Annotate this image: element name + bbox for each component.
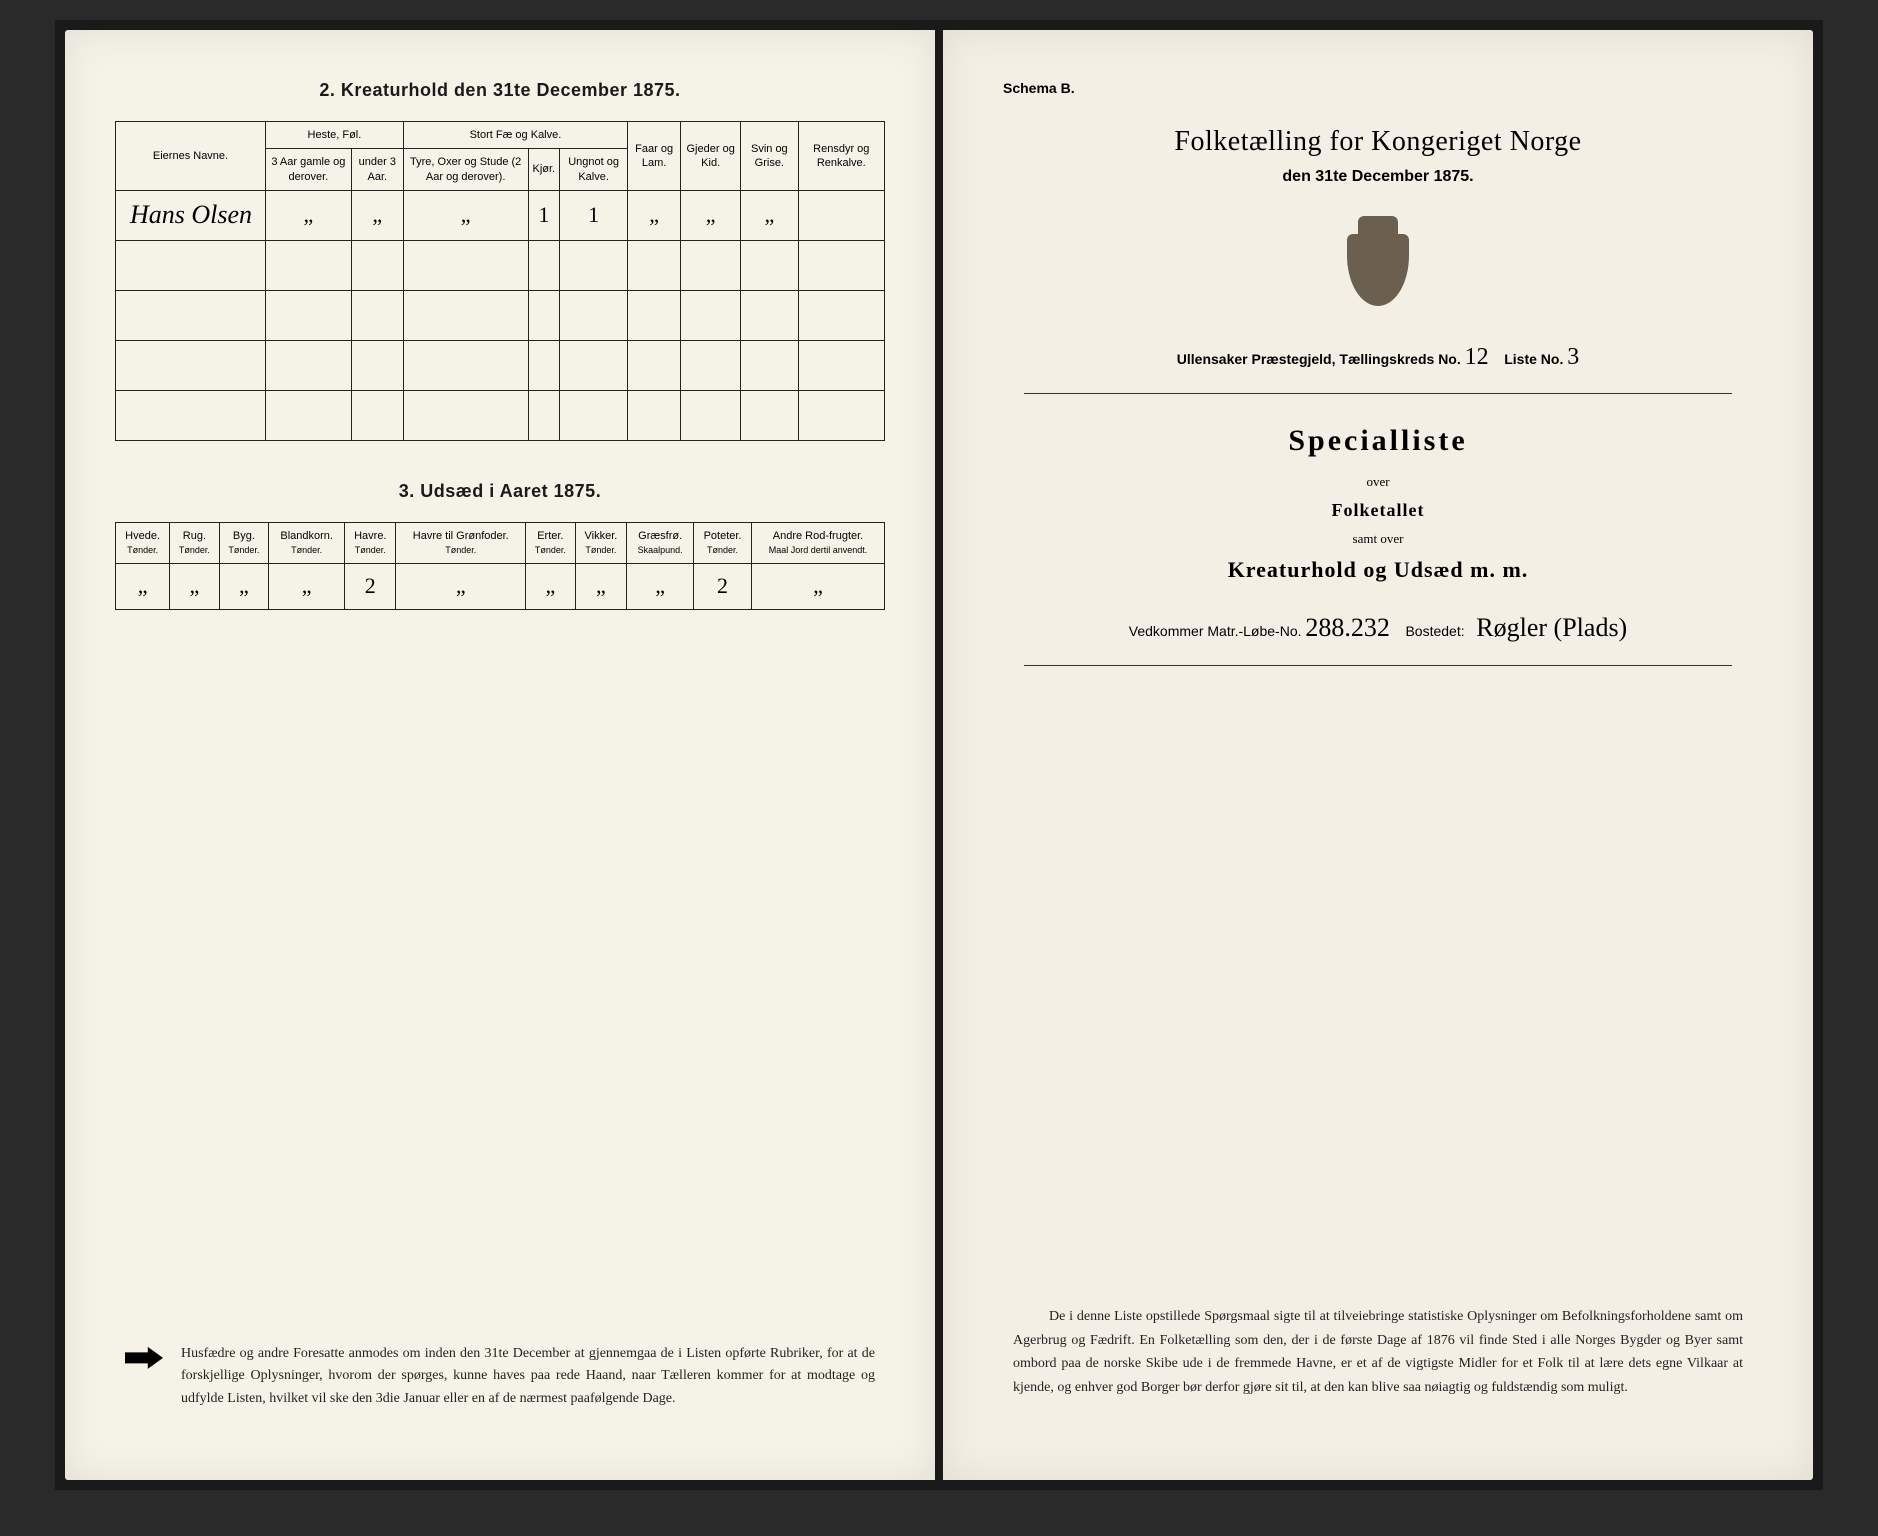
col-cattle-b: Kjør. (528, 149, 560, 191)
kreaturhold-label: Kreaturhold og Udsæd m. m. (993, 557, 1763, 583)
matr-line: Vedkommer Matr.-Løbe-No. 288.232 Bostede… (993, 613, 1763, 643)
book-spread: 2. Kreaturhold den 31te December 1875. E… (55, 20, 1823, 1490)
col-graes: Græsfrø.Skaalpund. (627, 522, 694, 563)
cell-heste-b: „ (351, 190, 403, 240)
district-label: Ullensaker Præstegjeld, Tællingskreds No… (1177, 351, 1461, 367)
col-sheep: Faar og Lam. (628, 122, 681, 191)
col-bland: Blandkorn.Tønder. (269, 522, 345, 563)
col-horses-a: 3 Aar gamle og derover. (266, 149, 352, 191)
cell-vikker: „ (575, 563, 627, 609)
footnote: Husfædre og andre Foresatte anmodes om i… (125, 1343, 875, 1410)
cell-heste-a: „ (266, 190, 352, 240)
cell-byg: „ (219, 563, 268, 609)
table-row (116, 340, 885, 390)
cell-rug: „ (170, 563, 219, 609)
seed-table: Hvede.Tønder. Rug.Tønder. Byg.Tønder. Bl… (115, 522, 885, 610)
right-page: Schema B. Folketælling for Kongeriget No… (943, 30, 1813, 1480)
col-owner: Eiernes Navne. (116, 122, 266, 191)
table-row: Hans Olsen „ „ „ 1 1 „ „ „ (116, 190, 885, 240)
cell-havre: 2 (345, 563, 396, 609)
specialliste-title: Specialliste (993, 424, 1763, 458)
cell-hvede: „ (116, 563, 170, 609)
livestock-table: Eiernes Navne. Heste, Føl. Stort Fæ og K… (115, 121, 885, 441)
col-cattle-c: Ungnot og Kalve. (560, 149, 628, 191)
col-rug: Rug.Tønder. (170, 522, 219, 563)
col-havre: Havre.Tønder. (345, 522, 396, 563)
col-goats: Gjeder og Kid. (681, 122, 741, 191)
pointing-hand-icon (125, 1347, 163, 1369)
col-poteter: Poteter.Tønder. (694, 522, 752, 563)
explanatory-paragraph: De i denne Liste opstillede Spørgsmaal s… (1013, 1305, 1743, 1400)
section-3-title: 3. Udsæd i Aaret 1875. (115, 481, 885, 502)
cell-erter: „ (526, 563, 575, 609)
bosted-label: Bostedet: (1405, 623, 1464, 639)
liste-label: Liste No. (1504, 351, 1563, 367)
cell-poteter: 2 (694, 563, 752, 609)
left-page: 2. Kreaturhold den 31te December 1875. E… (65, 30, 935, 1480)
divider (1024, 393, 1732, 394)
cell-svin: „ (741, 190, 798, 240)
matr-number: 288.232 (1305, 613, 1390, 642)
cell-owner-name: Hans Olsen (116, 190, 266, 240)
col-andre: Andre Rod-frugter.Maal Jord dertil anven… (752, 522, 885, 563)
cell-stort-b: 1 (528, 190, 560, 240)
samt-over-label: samt over (993, 531, 1763, 547)
cell-graes: „ (627, 563, 694, 609)
col-hvede: Hvede.Tønder. (116, 522, 170, 563)
col-grp-cattle: Stort Fæ og Kalve. (403, 122, 627, 149)
cell-gjeder: „ (681, 190, 741, 240)
census-sub-title: den 31te December 1875. (993, 168, 1763, 186)
cell-faar: „ (628, 190, 681, 240)
col-cattle-a: Tyre, Oxer og Stude (2 Aar og derover). (403, 149, 528, 191)
table-row (116, 290, 885, 340)
footnote-text: Husfædre og andre Foresatte anmodes om i… (181, 1343, 875, 1410)
col-byg: Byg.Tønder. (219, 522, 268, 563)
col-grp-horses: Heste, Føl. (266, 122, 404, 149)
liste-number: 3 (1567, 344, 1579, 370)
cell-rens (798, 190, 884, 240)
col-erter: Erter.Tønder. (526, 522, 575, 563)
paragraph-text: De i denne Liste opstillede Spørgsmaal s… (1013, 1309, 1743, 1395)
cell-stort-a: „ (403, 190, 528, 240)
col-reindeer: Rensdyr og Renkalve. (798, 122, 884, 191)
census-main-title: Folketælling for Kongeriget Norge (993, 126, 1763, 158)
col-havretil: Havre til Grønfoder.Tønder. (396, 522, 526, 563)
cell-andre: „ (752, 563, 885, 609)
coat-of-arms-icon (1342, 216, 1414, 308)
divider (1024, 665, 1732, 666)
col-horses-b: under 3 Aar. (351, 149, 403, 191)
schema-label: Schema B. (993, 80, 1763, 96)
col-pigs: Svin og Grise. (741, 122, 798, 191)
table-row (116, 240, 885, 290)
col-vikker: Vikker.Tønder. (575, 522, 627, 563)
matr-label: Vedkommer Matr.-Løbe-No. (1129, 623, 1302, 639)
section-2-title: 2. Kreaturhold den 31te December 1875. (115, 80, 885, 101)
cell-bland: „ (269, 563, 345, 609)
table-row: „ „ „ „ 2 „ „ „ „ 2 „ (116, 563, 885, 609)
district-line: Ullensaker Præstegjeld, Tællingskreds No… (993, 344, 1763, 371)
table-row (116, 390, 885, 440)
folketallet-label: Folketallet (993, 500, 1763, 521)
over-label: over (993, 474, 1763, 490)
bosted-name: Røgler (Plads) (1476, 613, 1627, 642)
cell-stort-c: 1 (560, 190, 628, 240)
district-number: 12 (1465, 344, 1489, 370)
cell-havretil: „ (396, 563, 526, 609)
